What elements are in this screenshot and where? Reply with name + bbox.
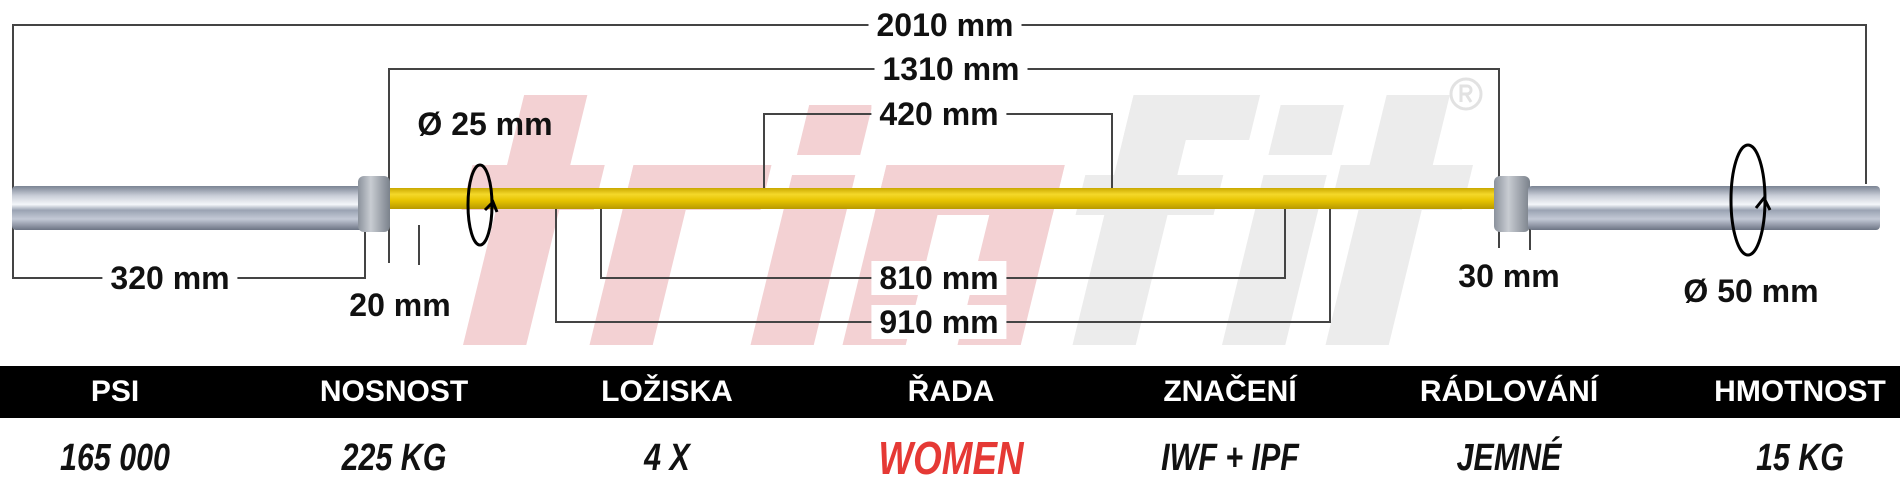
dim-collar-width: 20 mm bbox=[349, 287, 451, 323]
spec-label-psi: PSI bbox=[90, 375, 140, 408]
dim-910: 910 mm bbox=[871, 305, 1007, 339]
dim-shaft-diameter: Ø 25 mm bbox=[417, 106, 553, 142]
right-sleeve bbox=[1528, 186, 1880, 230]
dim-sleeve-diameter: Ø 50 mm bbox=[1683, 273, 1819, 309]
dim-tick bbox=[600, 205, 602, 279]
spec-label-bearings: LOŽISKA bbox=[601, 375, 733, 408]
dim-total-length: 2010 mm bbox=[868, 8, 1022, 42]
spec-value-knurling: JEMNÉ bbox=[1456, 437, 1562, 479]
watermark-fit bbox=[1072, 95, 1474, 345]
spec-label-marking: ZNAČENÍ bbox=[1163, 375, 1297, 408]
spec-value-capacity: 225 KG bbox=[341, 437, 447, 479]
spec-header-band bbox=[0, 366, 1900, 418]
registered-mark bbox=[1449, 77, 1483, 111]
dim-sleeve-length: 320 mm bbox=[102, 261, 238, 295]
dim-tick bbox=[418, 225, 420, 265]
dim-tick bbox=[388, 68, 390, 263]
spec-label-knurling: RÁDLOVÁNÍ bbox=[1419, 375, 1599, 408]
dim-tick bbox=[1498, 68, 1500, 248]
spec-label-series: ŘADA bbox=[907, 375, 995, 408]
dim-tick bbox=[1529, 225, 1531, 250]
dim-tick bbox=[12, 24, 14, 278]
rotation-arrow-icon bbox=[1729, 143, 1772, 257]
bar-shaft bbox=[390, 188, 1500, 209]
dim-center-knurl: 420 mm bbox=[871, 97, 1007, 131]
dim-tick bbox=[555, 205, 557, 323]
dim-tick bbox=[1111, 113, 1113, 193]
spec-value-bearings: 4 X bbox=[644, 437, 690, 479]
left-collar bbox=[358, 176, 390, 232]
dim-tick bbox=[763, 113, 765, 193]
dim-inner-length: 1310 mm bbox=[874, 52, 1028, 86]
dim-tick bbox=[364, 225, 366, 279]
right-collar bbox=[1494, 176, 1530, 232]
dim-810: 810 mm bbox=[871, 261, 1007, 295]
dim-collar-right: 30 mm bbox=[1458, 258, 1560, 294]
dim-tick bbox=[1284, 205, 1286, 279]
rotation-arrow-icon bbox=[466, 163, 499, 247]
spec-label-weight: HMOTNOST bbox=[1714, 375, 1886, 408]
spec-value-series: WOMEN bbox=[878, 432, 1024, 484]
left-sleeve bbox=[12, 186, 364, 230]
spec-value-psi: 165 000 bbox=[60, 437, 170, 479]
spec-value-weight: 15 KG bbox=[1756, 437, 1844, 479]
spec-label-capacity: NOSNOST bbox=[319, 375, 469, 408]
dim-tick bbox=[1329, 205, 1331, 323]
spec-value-marking: IWF + IPF bbox=[1161, 437, 1299, 479]
dim-tick bbox=[1865, 24, 1867, 184]
